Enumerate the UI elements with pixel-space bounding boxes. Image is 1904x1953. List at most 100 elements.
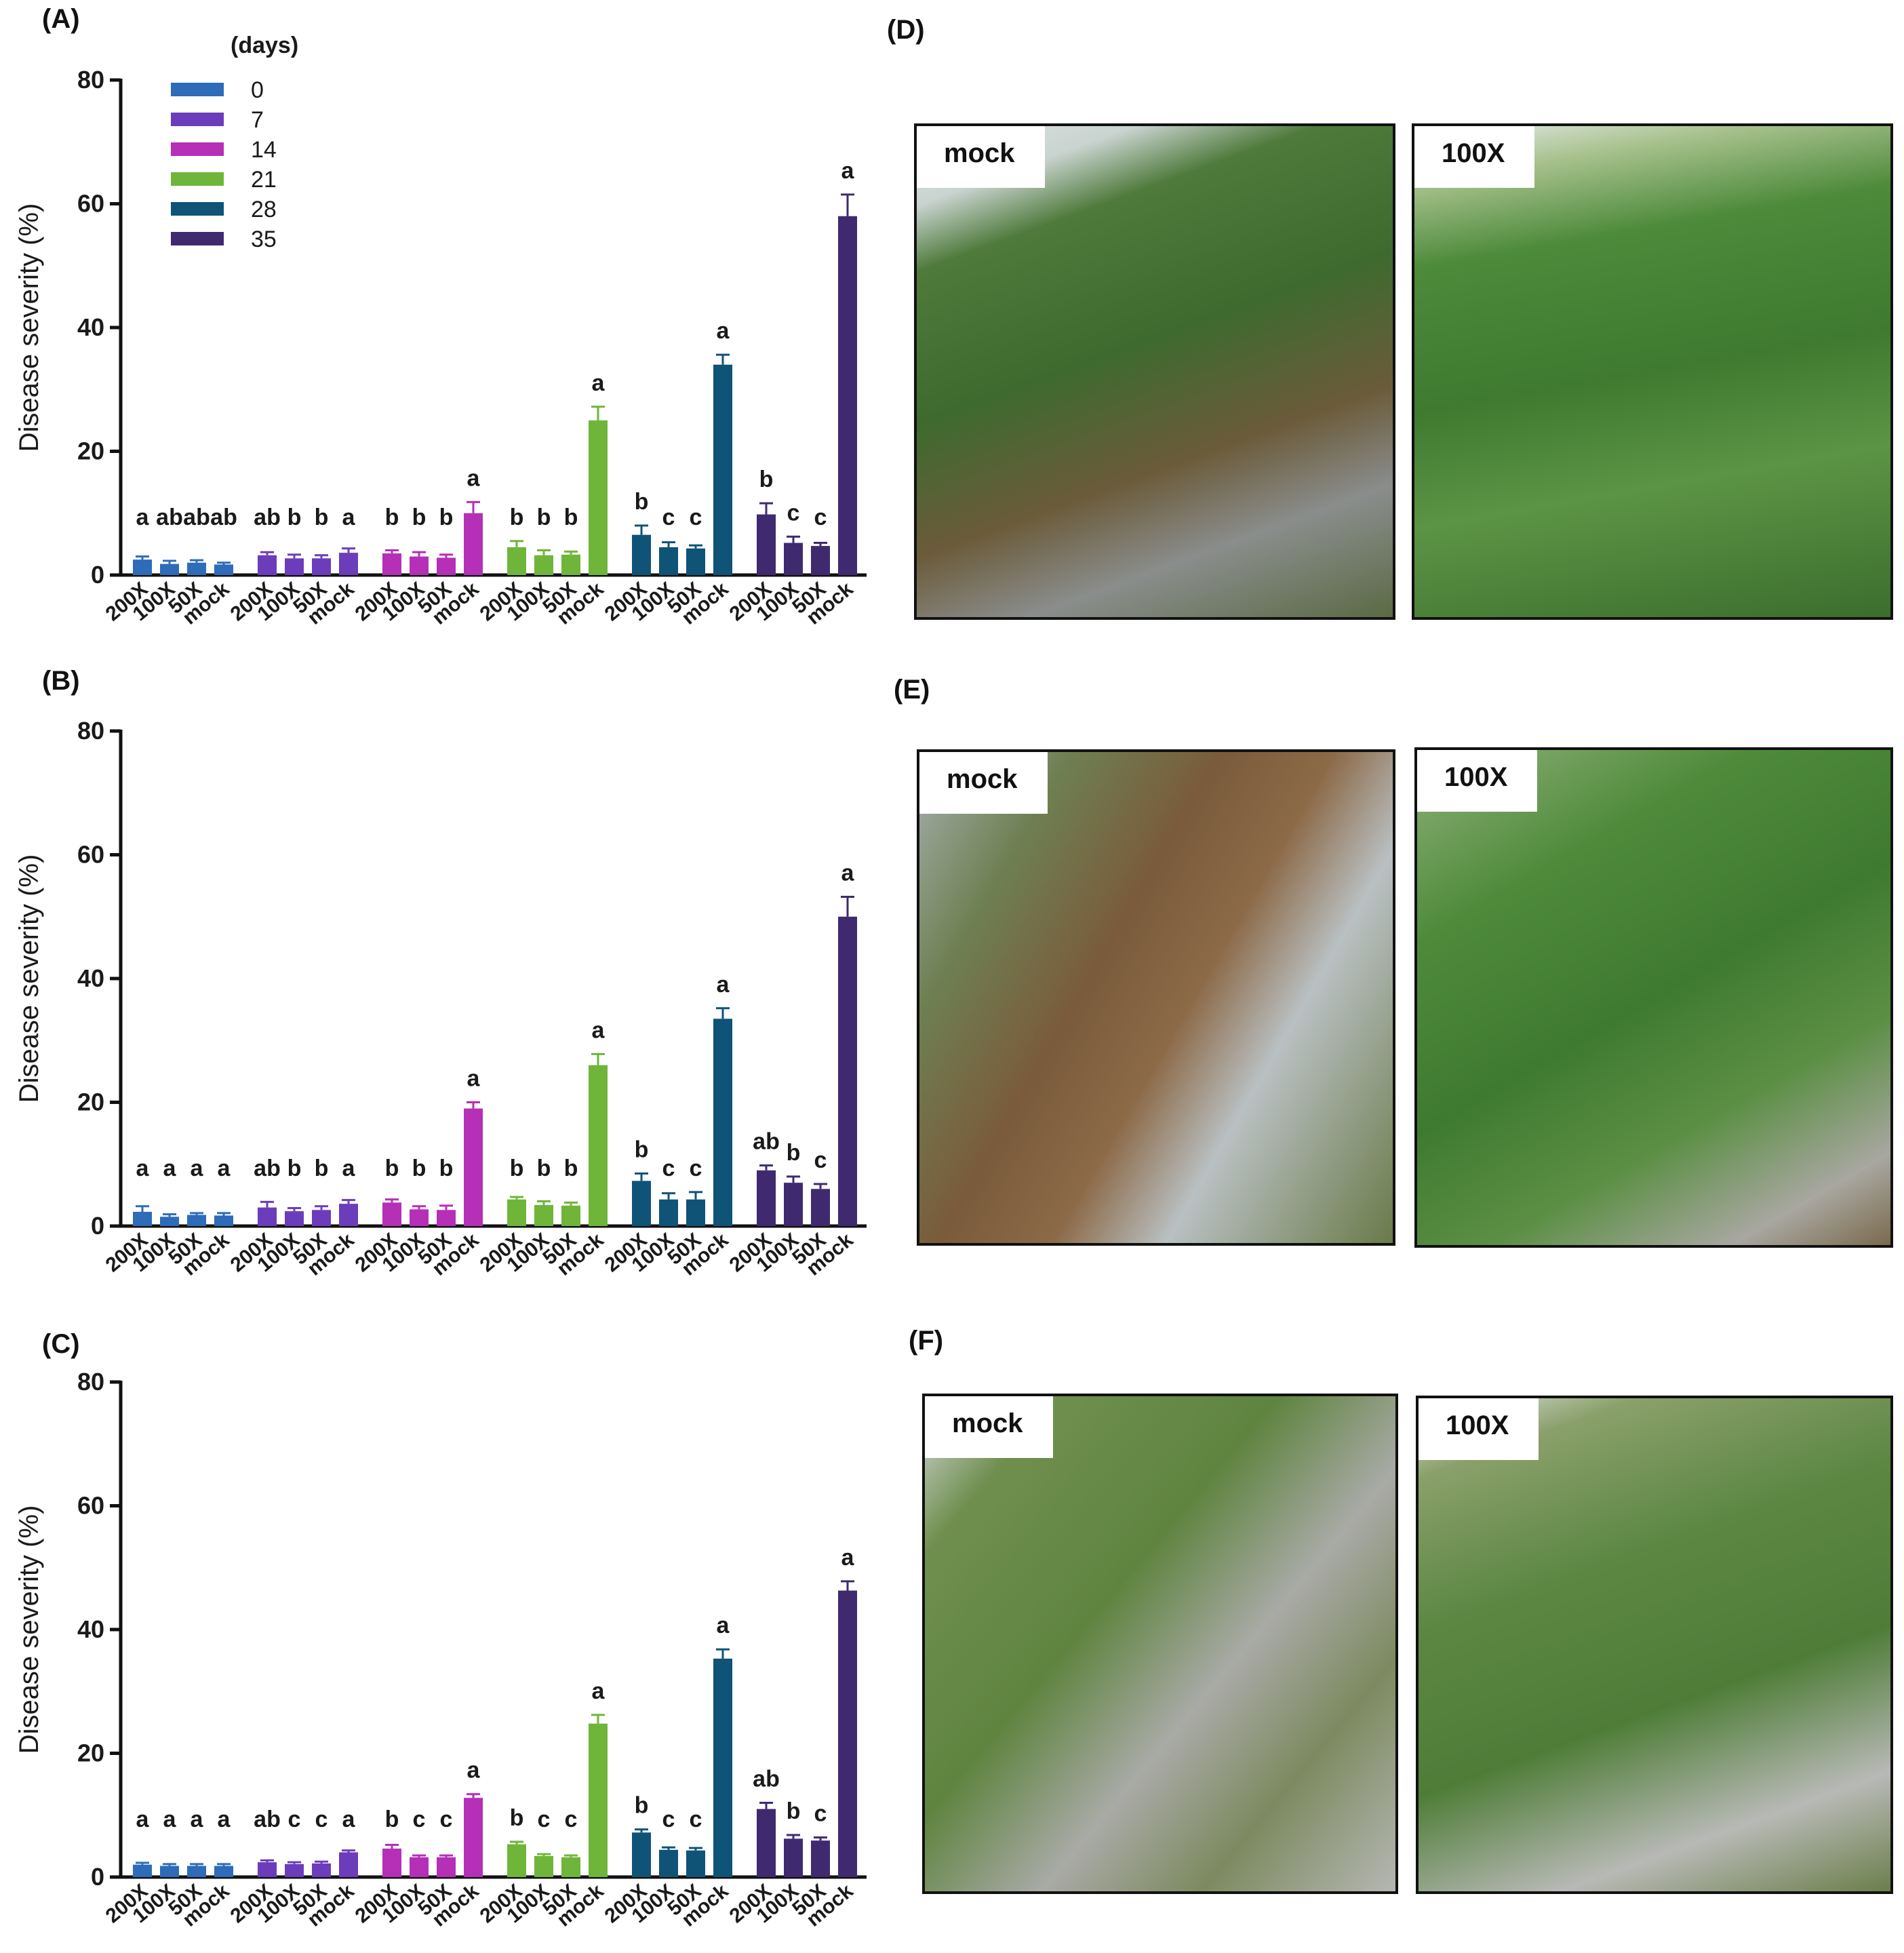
significance-letter: a [191,1807,204,1832]
photo-tag-100x: 100X [1414,126,1535,188]
bar-day-7-200x [258,1207,277,1226]
significance-letter: a [342,505,356,530]
y-tick-label: 20 [77,1739,104,1767]
bar-day-0-50x [187,1866,206,1877]
photo-tag-100x: 100X [1419,1398,1539,1460]
significance-letter: a [218,1807,231,1832]
significance-letter: c [787,500,800,526]
bar-day-14-mock [464,513,483,575]
bar-day-21-mock [589,1723,608,1877]
significance-letter: a [191,1156,204,1181]
significance-letter: c [814,1147,827,1173]
y-tick-label: 40 [77,1615,104,1643]
bar-day-35-100x [784,1838,803,1877]
significance-letter: a [218,1156,231,1181]
significance-letter: a [136,1807,150,1832]
legend-swatch-28 [171,202,224,216]
significance-letter: c [814,1801,827,1827]
panel-label-f: (F) [909,1326,944,1356]
y-tick-label: 20 [77,1088,104,1116]
bar-day-35-100x [784,542,803,575]
significance-letter: a [163,1807,177,1832]
photo-f-100x: 100X [1416,1396,1893,1894]
significance-letter: ab [753,1767,780,1792]
bar-day-14-mock [464,1108,483,1226]
field-photo [925,1396,1395,1891]
bar-day-14-50x [437,557,456,575]
significance-letter: ab [753,1129,780,1155]
y-tick-label: 60 [77,190,104,218]
legend-swatch-7 [171,113,224,126]
bar-day-0-mock [214,1215,233,1226]
y-tick-label: 0 [91,1863,104,1891]
bar-day-7-50x [312,1863,331,1877]
bar-day-35-200x [757,1170,776,1226]
significance-letter: a [136,505,150,530]
legend-label-35: 35 [251,226,277,252]
photo-tag-mock: mock [917,126,1045,188]
significance-letter: b [510,1805,524,1831]
bar-day-7-mock [339,553,358,575]
significance-letter: b [385,1807,399,1832]
bar-day-7-100x [285,1863,304,1877]
y-tick-label: 60 [77,1492,104,1520]
significance-letter: b [287,505,302,530]
photo-d-100x: 100X [1412,123,1893,620]
bar-day-35-50x [811,1189,830,1226]
significance-letter: b [787,1140,801,1166]
significance-letter: b [635,1137,649,1162]
bar-day-0-100x [160,564,179,575]
significance-letter: c [662,1807,675,1832]
y-axis-title: Disease severity (%) [14,1505,44,1754]
bar-day-21-mock [589,420,608,575]
significance-letter: b [537,1156,551,1181]
legend-title: (days) [231,33,298,58]
significance-letter: a [841,861,855,886]
bar-day-28-100x [659,1849,678,1877]
bar-day-14-200x [382,1849,401,1877]
y-tick-label: 80 [77,717,104,745]
bar-day-28-50x [686,1199,705,1226]
field-photo [1417,750,1890,1245]
significance-letter: c [662,505,675,530]
significance-letter: b [385,1156,399,1181]
bar-day-21-100x [534,1204,553,1226]
bar-day-0-mock [214,564,233,575]
significance-letter: b [287,1156,302,1181]
bar-day-35-mock [838,916,857,1226]
field-photo [917,126,1393,617]
bar-day-14-200x [382,1202,401,1226]
y-tick-label: 0 [91,1212,104,1240]
bar-day-7-50x [312,1210,331,1226]
significance-letter: c [288,1807,301,1832]
bar-day-7-mock [339,1204,358,1226]
bar-day-21-50x [561,1205,580,1226]
significance-letter: b [315,505,329,530]
panel-label-e: (E) [894,675,930,705]
bar-day-0-mock [214,1866,233,1877]
y-tick-label: 20 [77,437,104,465]
y-tick-label: 0 [91,561,104,589]
significance-letter: a [342,1156,356,1181]
bar-day-35-mock [838,1590,857,1877]
bar-day-35-mock [838,216,857,575]
bar-day-28-50x [686,1850,705,1877]
y-tick-label: 80 [77,1368,104,1396]
photo-tag-mock: mock [925,1396,1053,1458]
significance-letter: ab [210,505,237,530]
bar-day-35-100x [784,1183,803,1226]
bar-day-28-100x [659,1199,678,1226]
photo-e-100x: 100X [1414,747,1893,1248]
significance-letter: b [412,505,427,530]
bar-day-0-200x [133,1864,152,1877]
significance-letter: b [510,505,524,530]
legend-label-14: 14 [251,137,277,163]
significance-letter: b [412,1156,427,1181]
significance-letter: ab [254,1807,281,1832]
significance-letter: ab [254,1156,281,1181]
y-tick-label: 80 [77,66,104,94]
y-axis-title: Disease severity (%) [14,854,44,1103]
photo-tag-100x: 100X [1417,750,1538,812]
